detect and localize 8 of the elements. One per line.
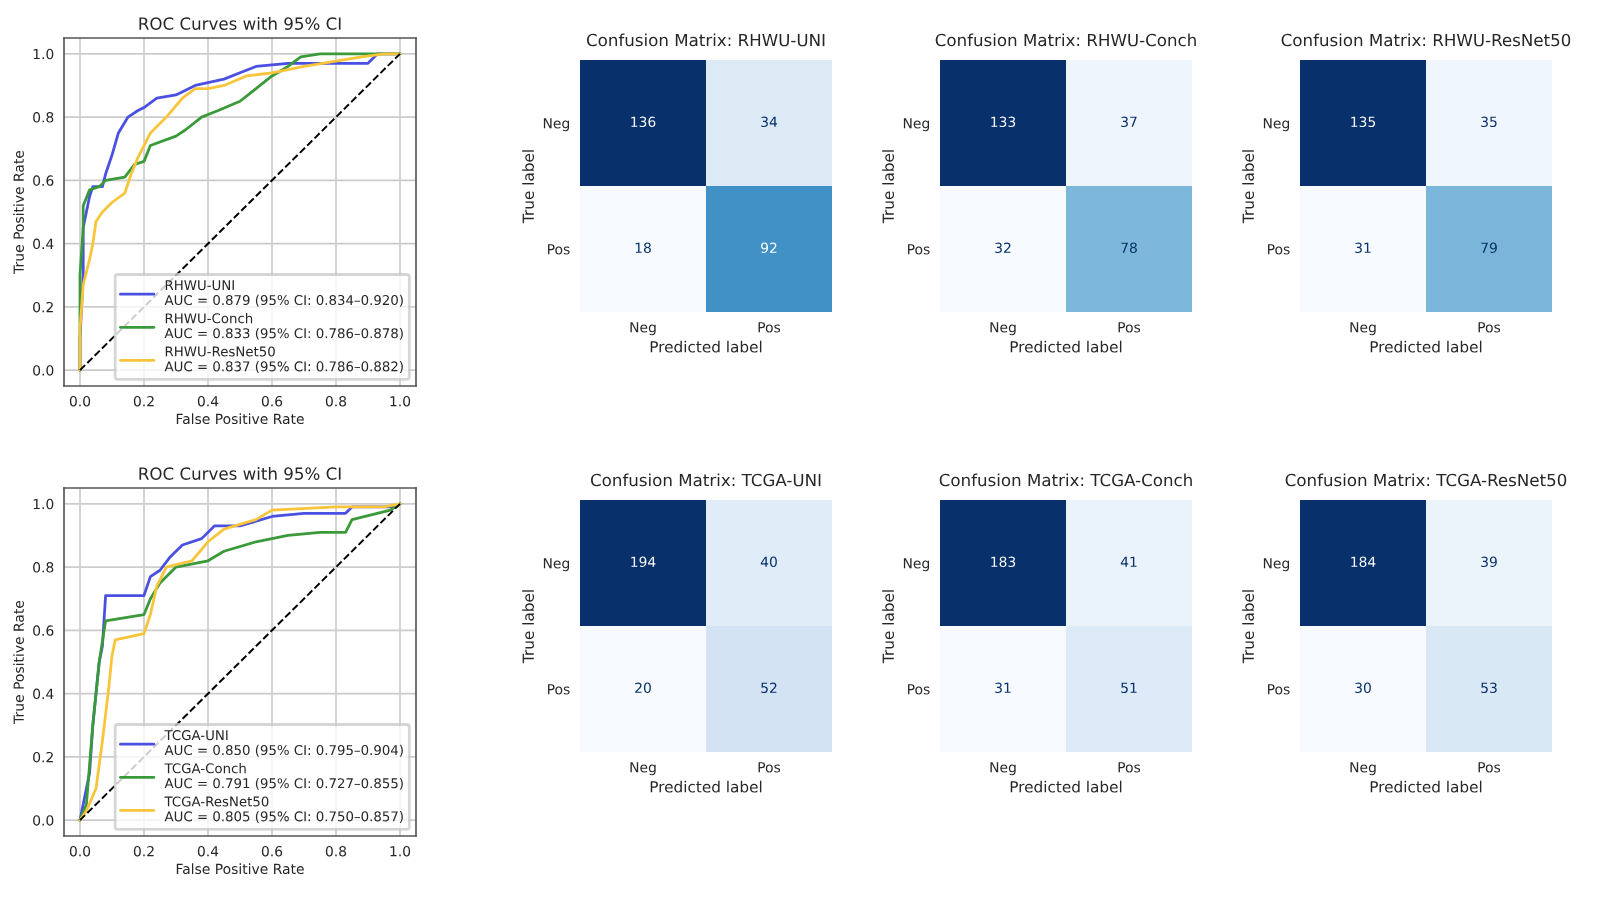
chart-title: Confusion Matrix: RHWU-UNI — [586, 33, 825, 47]
chart-title: ROC Curves with 95% CI — [139, 17, 341, 30]
chart-title: Confusion Matrix: TCGA-UNI — [590, 473, 821, 487]
chart-title: Confusion Matrix: TCGA-Conch — [939, 473, 1192, 487]
chart-title: Confusion Matrix: TCGA-ResNet50 — [1285, 473, 1567, 487]
chart-title: ROC Curves with 95% CI — [139, 467, 341, 480]
chart-title: Confusion Matrix: RHWU-Conch — [935, 33, 1196, 47]
chart-title: Confusion Matrix: RHWU-ResNet50 — [1281, 33, 1571, 47]
